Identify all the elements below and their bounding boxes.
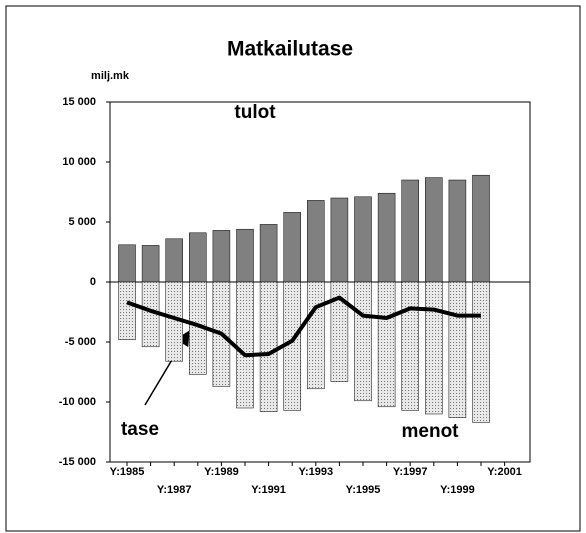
bar	[472, 281, 490, 423]
y-tick-label: 0	[90, 276, 96, 288]
bar	[259, 224, 278, 283]
bar	[118, 281, 136, 340]
chart-title: Matkailutase	[227, 38, 353, 61]
x-tick-label: Y:1985	[110, 466, 145, 478]
bar	[236, 228, 254, 283]
line	[126, 295, 481, 358]
x-tick-label: Y:2001	[487, 466, 522, 478]
bar	[259, 281, 278, 412]
x-tick-label: Y:1989	[204, 466, 239, 478]
bar	[189, 232, 207, 283]
bar	[377, 281, 396, 408]
bar	[212, 230, 231, 283]
bar	[354, 281, 372, 402]
bar	[448, 179, 467, 283]
y-tick-label: 15 000	[62, 96, 96, 108]
x-tick-label: Y:1993	[298, 466, 333, 478]
x-tick-label: Y:1991	[251, 484, 286, 496]
annotation: tulot	[234, 102, 276, 123]
bar	[377, 192, 396, 283]
bar	[141, 245, 160, 283]
bar	[401, 281, 419, 411]
y-tick-label: 5 000	[68, 216, 96, 228]
bar	[425, 177, 443, 283]
bar	[165, 238, 183, 283]
y-tick-label: -15 000	[59, 456, 96, 468]
y-tick-label: -5 000	[65, 336, 96, 348]
bar	[425, 281, 443, 415]
annotation: menot	[402, 421, 460, 442]
bar	[472, 174, 490, 283]
annotation: tase	[121, 419, 159, 440]
bar	[330, 281, 349, 382]
bar	[448, 281, 467, 418]
bar	[307, 200, 325, 283]
y-tick-label: -10 000	[59, 396, 96, 408]
bar	[307, 281, 325, 390]
frame	[5, 5, 581, 532]
y-axis-label: milj.mk	[91, 70, 130, 82]
bar	[401, 179, 419, 283]
x-tick-label: Y:1995	[346, 484, 381, 496]
x-tick-label: Y:1999	[440, 484, 475, 496]
bar	[354, 196, 372, 283]
x-tick-label: Y:1997	[393, 466, 428, 478]
bar	[283, 212, 301, 283]
bar	[236, 281, 254, 409]
bar	[118, 244, 136, 283]
x-tick-label: Y:1987	[157, 484, 192, 496]
bar	[330, 197, 349, 283]
y-tick-label: 10 000	[62, 156, 96, 168]
